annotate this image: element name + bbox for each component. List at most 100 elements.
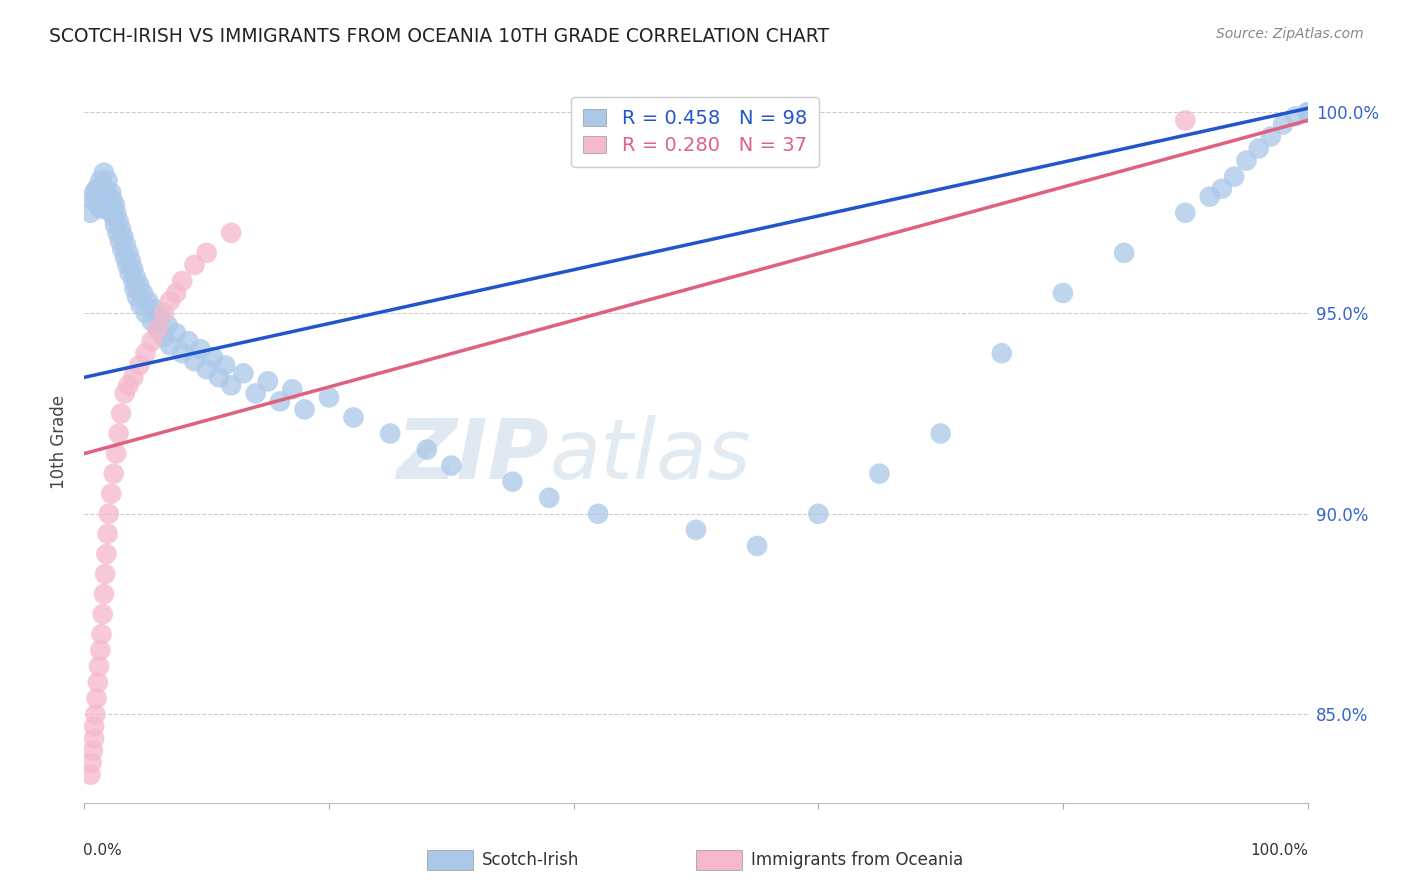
Point	[91, 607, 114, 622]
Point	[86, 182, 108, 196]
Point	[122, 262, 145, 277]
Point	[141, 334, 163, 349]
Point	[80, 756, 103, 770]
Point	[105, 206, 128, 220]
Point	[104, 218, 127, 232]
Point	[440, 458, 463, 473]
Text: 100.0%: 100.0%	[1251, 843, 1309, 857]
Point	[87, 675, 110, 690]
Point	[172, 346, 194, 360]
Text: Source: ZipAtlas.com: Source: ZipAtlas.com	[1216, 27, 1364, 41]
Point	[115, 258, 138, 272]
Point	[111, 242, 134, 256]
Point	[120, 254, 142, 268]
Point	[159, 294, 181, 309]
Point	[502, 475, 524, 489]
Point	[538, 491, 561, 505]
Text: ZIP: ZIP	[396, 416, 550, 497]
Point	[96, 202, 118, 216]
Point	[100, 206, 122, 220]
Point	[380, 426, 402, 441]
Point	[232, 367, 254, 381]
Point	[86, 691, 108, 706]
Text: Immigrants from Oceania: Immigrants from Oceania	[751, 851, 963, 869]
FancyBboxPatch shape	[696, 850, 742, 870]
Point	[97, 190, 120, 204]
Point	[807, 507, 830, 521]
Point	[208, 370, 231, 384]
Point	[172, 274, 194, 288]
Point	[108, 234, 131, 248]
Point	[110, 222, 132, 236]
Point	[83, 720, 105, 734]
Point	[124, 282, 146, 296]
Point	[105, 226, 128, 240]
Point	[294, 402, 316, 417]
Point	[104, 198, 127, 212]
Point	[1296, 105, 1319, 120]
Point	[115, 238, 138, 252]
Point	[117, 246, 139, 260]
Point	[93, 587, 115, 601]
Point	[118, 266, 141, 280]
Point	[136, 294, 159, 309]
Point	[183, 354, 205, 368]
Point	[165, 286, 187, 301]
Point	[83, 186, 105, 200]
Point	[214, 358, 236, 372]
Point	[84, 190, 107, 204]
Point	[87, 198, 110, 212]
Point	[128, 358, 150, 372]
Point	[125, 270, 148, 285]
Point	[97, 202, 120, 216]
Point	[1174, 113, 1197, 128]
Point	[94, 194, 117, 208]
Point	[153, 306, 176, 320]
Point	[195, 362, 218, 376]
Legend: R = 0.458   N = 98, R = 0.280   N = 37: R = 0.458 N = 98, R = 0.280 N = 37	[571, 97, 818, 167]
Point	[201, 351, 224, 365]
Point	[89, 174, 111, 188]
Point	[107, 214, 129, 228]
Point	[91, 178, 114, 192]
Point	[82, 744, 104, 758]
Point	[79, 206, 101, 220]
Point	[1296, 105, 1319, 120]
Point	[219, 226, 242, 240]
Point	[318, 391, 340, 405]
Text: atlas: atlas	[550, 416, 751, 497]
Point	[135, 306, 157, 320]
Point	[146, 322, 169, 336]
Point	[269, 394, 291, 409]
Point	[747, 539, 769, 553]
Point	[141, 314, 163, 328]
Point	[929, 426, 952, 441]
Point	[685, 523, 707, 537]
Point	[1211, 182, 1233, 196]
Point	[991, 346, 1014, 360]
Point	[94, 567, 117, 582]
Point	[97, 526, 120, 541]
Point	[122, 274, 145, 288]
Point	[97, 174, 120, 188]
Point	[1114, 246, 1136, 260]
Point	[416, 442, 439, 457]
Point	[98, 198, 121, 212]
Point	[107, 426, 129, 441]
Point	[190, 343, 212, 357]
Point	[1236, 153, 1258, 168]
Point	[153, 330, 176, 344]
Point	[122, 370, 145, 384]
Text: 0.0%: 0.0%	[83, 843, 122, 857]
Point	[586, 507, 609, 521]
Point	[79, 768, 101, 782]
Point	[90, 190, 112, 204]
Point	[82, 194, 104, 208]
Point	[219, 378, 242, 392]
Point	[96, 186, 118, 200]
Point	[1272, 118, 1295, 132]
Point	[89, 202, 111, 216]
Point	[183, 258, 205, 272]
Point	[281, 383, 304, 397]
Point	[869, 467, 891, 481]
